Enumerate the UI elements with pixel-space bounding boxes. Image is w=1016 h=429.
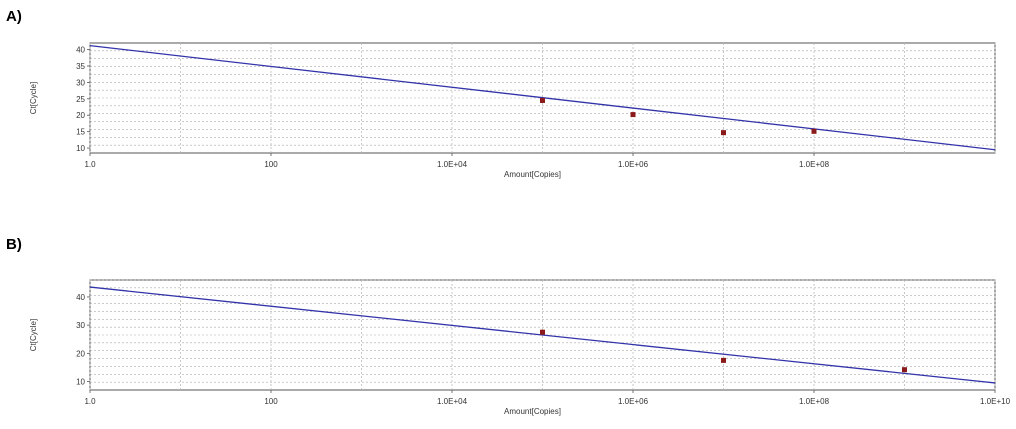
- data-point-b-1: [540, 329, 545, 335]
- panel-label-b: B): [6, 236, 22, 253]
- x-axis-title-b: Amount[Copies]: [504, 407, 561, 416]
- y-tick-label-a: 20: [76, 111, 85, 120]
- y-tick-label-a: 35: [76, 62, 85, 71]
- y-tick-label-b: 30: [76, 321, 85, 330]
- x-tick-label-b: 1.0E+06: [618, 397, 649, 406]
- y-tick-label-a: 40: [76, 46, 85, 55]
- y-axis-title-b: Ct[Cycle]: [29, 319, 38, 351]
- x-tick-label-b: 1.0E+10: [980, 397, 1011, 406]
- data-point-a-3: [721, 130, 726, 136]
- fit-line-a: [89, 44, 996, 151]
- x-tick-label-a: 1.0E+08: [799, 160, 830, 169]
- x-tick-label-b: 1.0E+04: [437, 397, 468, 406]
- fit-line-b: [89, 286, 996, 384]
- x-tick-label-a: 1.0E+04: [437, 160, 468, 169]
- x-tick-label-a: 1.0: [84, 160, 96, 169]
- x-axis-title-a: Amount[Copies]: [504, 170, 561, 179]
- panel-label-a: A): [6, 8, 22, 25]
- y-tick-label-a: 25: [76, 95, 85, 104]
- y-tick-label-b: 20: [76, 349, 85, 358]
- x-tick-label-a: 1.0E+06: [618, 160, 649, 169]
- y-tick-label-b: 10: [76, 378, 85, 387]
- data-point-a-1: [540, 97, 545, 103]
- y-tick-label-a: 10: [76, 144, 85, 153]
- y-axis-title-a: Ct[Cycle]: [29, 82, 38, 114]
- x-tick-label-b: 1.0: [84, 397, 96, 406]
- data-point-b-3: [902, 367, 907, 373]
- x-tick-label-a: 100: [264, 160, 278, 169]
- y-tick-label-b: 40: [76, 293, 85, 302]
- data-point-a-2: [630, 112, 636, 118]
- data-point-b-2: [721, 357, 726, 363]
- y-tick-label-a: 15: [76, 128, 85, 137]
- y-tick-label-a: 30: [76, 78, 85, 87]
- data-point-a-4: [811, 128, 817, 134]
- x-tick-label-b: 1.0E+08: [799, 397, 830, 406]
- x-tick-label-b: 100: [264, 397, 278, 406]
